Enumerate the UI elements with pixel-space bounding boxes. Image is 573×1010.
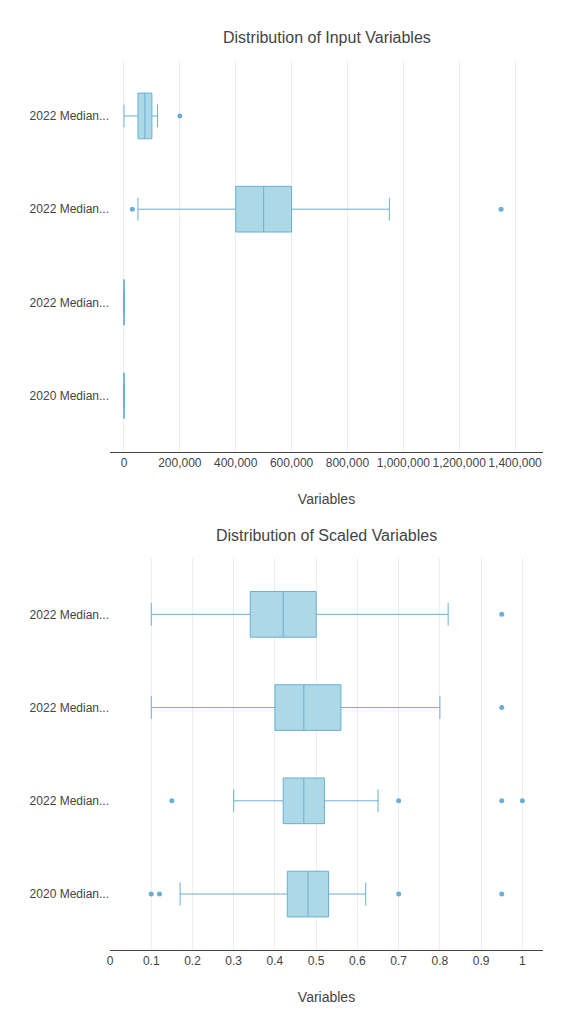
svg-text:0.2: 0.2 (184, 954, 201, 968)
svg-text:2022 Median...: 2022 Median... (30, 109, 109, 123)
svg-text:2022 Median...: 2022 Median... (30, 701, 109, 715)
svg-text:2022 Median...: 2022 Median... (30, 202, 109, 216)
svg-text:Distribution of Scaled Variabl: Distribution of Scaled Variables (216, 527, 437, 544)
svg-text:Variables: Variables (298, 989, 355, 1005)
svg-text:800,000: 800,000 (326, 456, 370, 470)
svg-text:0: 0 (107, 954, 114, 968)
svg-text:200,000: 200,000 (158, 456, 202, 470)
svg-text:2022 Median...: 2022 Median... (30, 296, 109, 310)
svg-text:1: 1 (519, 954, 526, 968)
svg-text:0.8: 0.8 (432, 954, 449, 968)
svg-text:0.9: 0.9 (473, 954, 490, 968)
svg-text:400,000: 400,000 (214, 456, 258, 470)
svg-text:0.3: 0.3 (225, 954, 242, 968)
svg-text:0.6: 0.6 (349, 954, 366, 968)
svg-text:Variables: Variables (298, 491, 355, 507)
svg-text:0.5: 0.5 (308, 954, 325, 968)
svg-text:0.1: 0.1 (143, 954, 160, 968)
svg-text:2020 Median...: 2020 Median... (30, 389, 109, 403)
svg-text:600,000: 600,000 (270, 456, 314, 470)
svg-text:1,200,000: 1,200,000 (432, 456, 486, 470)
svg-text:0: 0 (121, 456, 128, 470)
svg-text:0.4: 0.4 (267, 954, 284, 968)
svg-text:2020 Median...: 2020 Median... (30, 887, 109, 901)
svg-text:1,400,000: 1,400,000 (488, 456, 542, 470)
svg-text:0.7: 0.7 (390, 954, 407, 968)
svg-text:Distribution of Input Variable: Distribution of Input Variables (223, 29, 431, 46)
svg-text:2022 Median...: 2022 Median... (30, 794, 109, 808)
svg-text:2022 Median...: 2022 Median... (30, 608, 109, 622)
svg-text:1,000,000: 1,000,000 (377, 456, 431, 470)
